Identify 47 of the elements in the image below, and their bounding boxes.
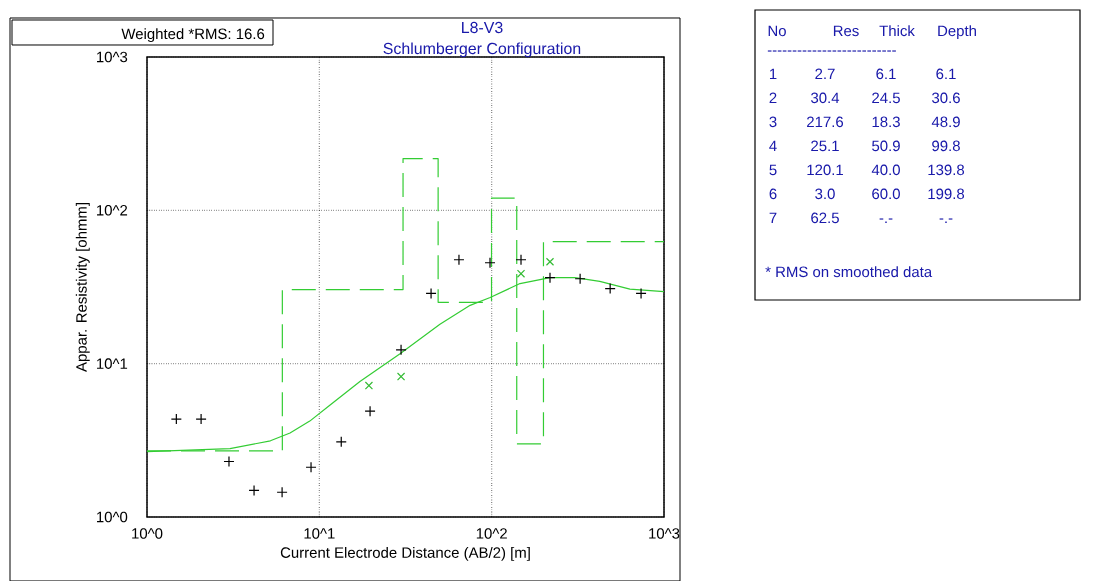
text: -------------------------- [767, 50, 896, 52]
text: Depth [938, 25, 976, 40]
text: 99.8 [932, 140, 960, 152]
text: 1 [769, 68, 777, 79]
text: 6.1 [936, 68, 956, 80]
y-tick-label: 10^3 [97, 51, 128, 63]
chart-subtitle: Schlumberger Configuration [383, 42, 581, 58]
text: 62.5 [811, 212, 839, 224]
text: Weighted *RMS: 16.6 [121, 28, 265, 43]
text: No [768, 25, 786, 37]
y-axis-title: Appar. Resistivity [ohmm] [75, 203, 90, 372]
text: 4 [769, 140, 777, 151]
text: 5 [769, 164, 777, 176]
text: 6.1 [876, 68, 896, 80]
y-tick-label: 10^1 [97, 358, 128, 369]
text: Thick [879, 25, 915, 37]
text: 120.1 [807, 164, 843, 176]
text: 3.0 [815, 188, 835, 200]
text: 24.5 [872, 92, 900, 104]
text: 7 [769, 212, 777, 223]
text: 199.8 [928, 188, 965, 200]
text: -.- [879, 218, 893, 223]
y-tick-label: 10^2 [97, 205, 128, 216]
text: 18.3 [872, 116, 900, 128]
text: Res [833, 25, 859, 37]
text: 25.1 [811, 140, 839, 152]
text: 6 [769, 188, 777, 200]
text: 50.9 [872, 140, 900, 152]
x-tick-label: 10^2 [476, 528, 507, 539]
text: 40.0 [871, 164, 900, 176]
x-tick-label: 10^3 [649, 528, 680, 539]
text: 48.9 [931, 116, 960, 128]
text: 139.8 [928, 164, 965, 176]
chart-title: L8-V3 [462, 21, 503, 34]
x-tick-label: 10^1 [304, 528, 335, 539]
text: 30.4 [811, 92, 840, 104]
text: 2 [769, 92, 777, 103]
text: 2.7 [815, 68, 835, 79]
text: 60.0 [872, 188, 900, 200]
x-axis-title: Current Electrode Distance (AB/2) [m] [280, 546, 530, 561]
text: -.- [939, 218, 953, 223]
text: * RMS on smoothed data [765, 266, 933, 278]
x-tick-label: 10^0 [132, 528, 163, 539]
text: 3 [769, 116, 777, 128]
text: 217.6 [807, 116, 844, 128]
y-tick-label: 10^0 [97, 511, 128, 523]
text: 30.6 [932, 92, 960, 104]
